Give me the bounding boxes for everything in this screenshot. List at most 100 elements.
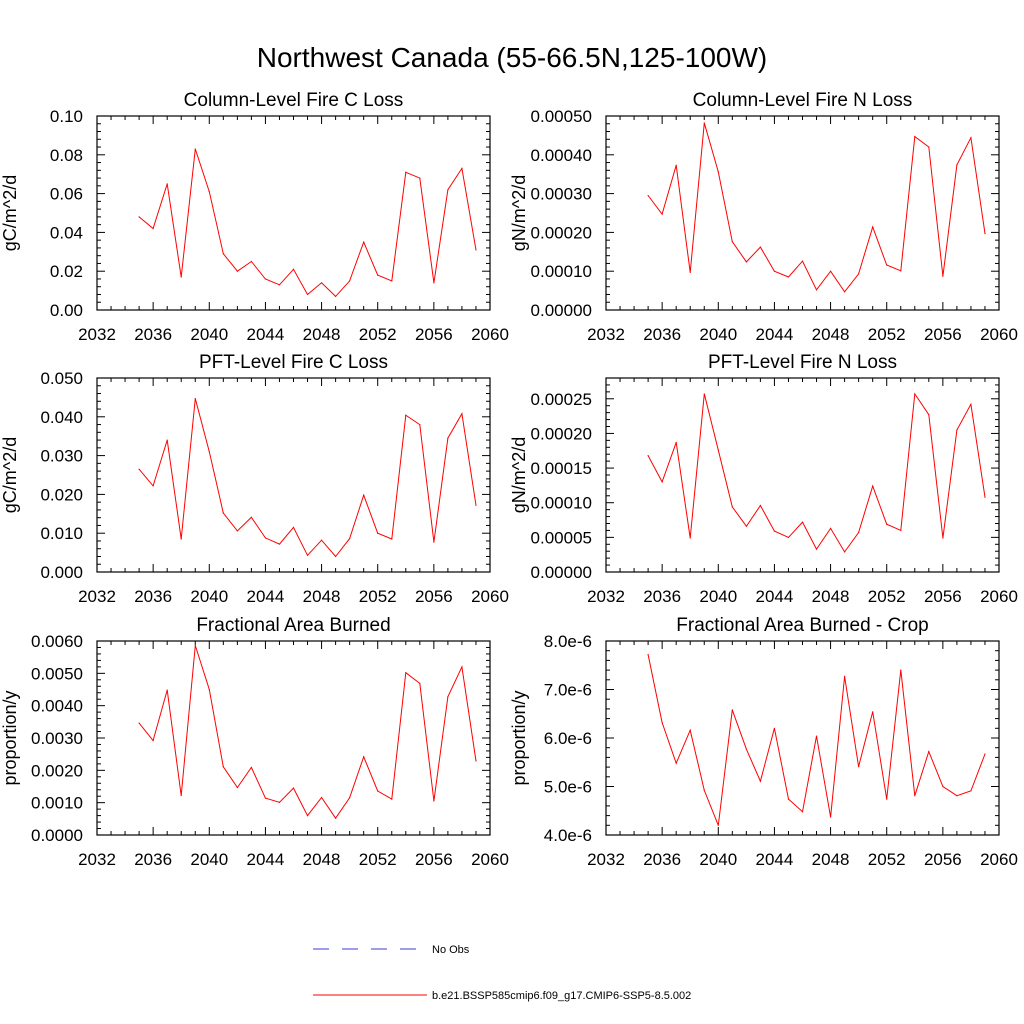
y-tick-label: 0.00 — [50, 301, 83, 320]
data-point — [335, 295, 337, 298]
y-tick-label: 8.0e-6 — [544, 632, 592, 651]
data-point — [180, 794, 182, 797]
x-tick-label: 2052 — [359, 587, 397, 606]
data-point — [433, 800, 435, 802]
data-point — [363, 241, 365, 243]
y-tick-label: 0.02 — [50, 262, 83, 281]
data-point — [759, 780, 761, 782]
x-tick-label: 2036 — [643, 850, 681, 869]
data-point — [447, 189, 449, 191]
data-point — [335, 817, 337, 819]
y-tick-label: 7.0e-6 — [544, 681, 592, 700]
panel-frame — [605, 115, 1000, 311]
data-point — [829, 270, 832, 272]
data-point — [745, 748, 747, 750]
data-point — [717, 824, 719, 826]
data-point — [306, 815, 309, 817]
data-point — [349, 280, 351, 282]
data-point — [475, 760, 477, 762]
data-point — [138, 468, 140, 470]
y-tick-label: 0.00010 — [531, 262, 592, 281]
x-tick-label: 2044 — [756, 587, 794, 606]
y-axis-label: gN/m^2/d — [509, 175, 529, 251]
data-point — [461, 413, 463, 415]
data-point — [872, 485, 874, 487]
data-point — [661, 721, 663, 724]
x-tick-label: 2040 — [699, 587, 737, 606]
data-point — [222, 512, 224, 514]
x-tick-label: 2060 — [471, 587, 509, 606]
data-point — [447, 437, 449, 439]
y-tick-label: 0.00005 — [531, 528, 592, 547]
panel-title: PFT-Level Fire N Loss — [708, 352, 897, 373]
x-tick-label: 2052 — [868, 325, 906, 344]
y-tick-label: 0.00020 — [531, 223, 592, 242]
data-point — [970, 790, 972, 792]
x-tick-label: 2048 — [303, 587, 341, 606]
panel-3: PFT-Level Fire C Loss gC/m^2/d 2032 2036 204… — [0, 352, 509, 606]
series-line — [647, 122, 986, 293]
y-tick-label: 0.050 — [40, 369, 83, 388]
data-point — [419, 177, 421, 179]
x-tick-label: 2040 — [699, 325, 737, 344]
y-tick-label: 0.04 — [50, 223, 83, 242]
data-point — [773, 530, 776, 532]
x-tick-label: 2048 — [812, 850, 850, 869]
data-point — [419, 682, 421, 684]
y-tick-label: 0.020 — [40, 485, 83, 504]
data-point — [363, 494, 365, 496]
data-point — [787, 276, 790, 278]
data-point — [942, 275, 944, 277]
data-point — [208, 451, 210, 453]
data-point — [717, 171, 719, 173]
data-point — [900, 529, 902, 532]
data-point — [138, 216, 140, 218]
data-point — [801, 521, 804, 523]
data-point — [829, 816, 832, 818]
data-point — [942, 537, 944, 539]
data-point — [801, 260, 804, 262]
data-point — [194, 644, 196, 647]
panel-6: Fractional Area Burned - Crop proportion/… — [509, 615, 1018, 869]
y-tick-label: 0.010 — [40, 524, 83, 543]
data-point — [717, 449, 719, 451]
data-point — [801, 811, 804, 813]
x-tick-label: 2056 — [924, 850, 962, 869]
data-point — [815, 289, 818, 291]
data-point — [222, 253, 224, 255]
x-tick-label: 2052 — [359, 850, 397, 869]
data-point — [773, 727, 776, 729]
x-tick-label: 2060 — [980, 325, 1018, 344]
data-point — [647, 194, 649, 197]
panel-2: Column-Level Fire N Loss gN/m^2/d 2032 2036… — [509, 90, 1018, 344]
data-point — [914, 135, 916, 138]
series-line — [647, 392, 986, 553]
series-line — [138, 645, 477, 820]
panel-4: PFT-Level Fire N Loss gN/m^2/d 2032 2036 204… — [509, 352, 1018, 606]
data-point — [236, 530, 238, 532]
data-point — [363, 756, 365, 758]
data-point — [391, 798, 393, 800]
data-point — [956, 795, 958, 797]
data-point — [675, 762, 677, 764]
x-tick-label: 2056 — [924, 587, 962, 606]
data-point — [461, 666, 463, 668]
x-tick-label: 2060 — [471, 850, 509, 869]
data-point — [689, 537, 691, 539]
data-point — [886, 798, 888, 800]
y-tick-label: 4.0e-6 — [544, 826, 592, 845]
legend-no-obs-label: No Obs — [432, 944, 470, 956]
data-point — [703, 393, 705, 395]
data-point — [166, 183, 168, 185]
data-point — [900, 270, 902, 272]
y-tick-label: 0.00000 — [531, 301, 592, 320]
data-point — [844, 551, 846, 553]
x-tick-label: 2044 — [247, 325, 285, 344]
x-tick-label: 2044 — [247, 587, 285, 606]
data-point — [377, 790, 379, 792]
data-point — [194, 148, 196, 150]
x-tick-label: 2048 — [303, 850, 341, 869]
x-tick-label: 2040 — [699, 850, 737, 869]
x-tick-label: 2032 — [587, 325, 625, 344]
data-point — [773, 270, 776, 272]
